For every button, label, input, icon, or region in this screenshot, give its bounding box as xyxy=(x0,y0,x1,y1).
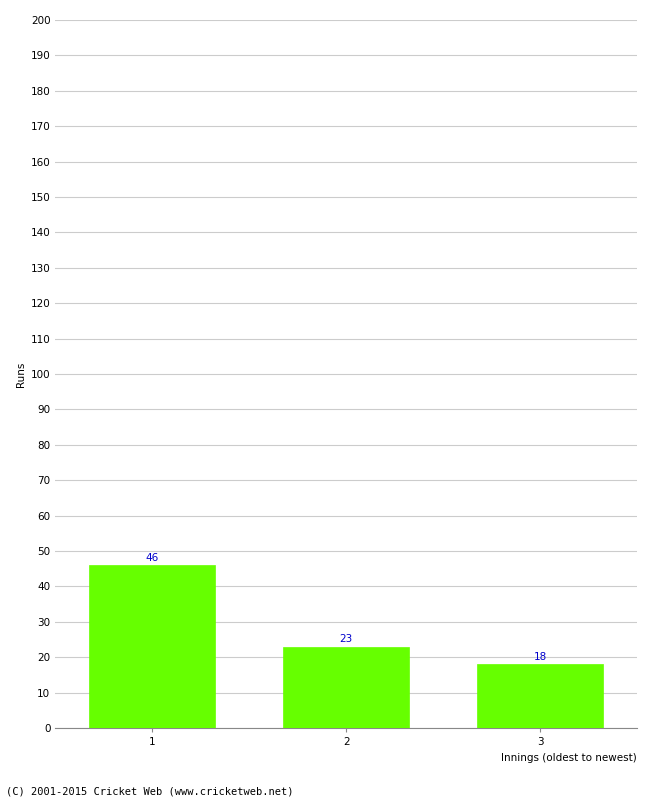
Bar xyxy=(477,664,603,728)
X-axis label: Innings (oldest to newest): Innings (oldest to newest) xyxy=(501,753,637,762)
Bar xyxy=(89,565,215,728)
Text: (C) 2001-2015 Cricket Web (www.cricketweb.net): (C) 2001-2015 Cricket Web (www.cricketwe… xyxy=(6,786,294,796)
Y-axis label: Runs: Runs xyxy=(16,362,27,386)
Text: 46: 46 xyxy=(146,553,159,562)
Bar xyxy=(283,646,409,728)
Text: 18: 18 xyxy=(534,652,547,662)
Text: 23: 23 xyxy=(339,634,353,644)
